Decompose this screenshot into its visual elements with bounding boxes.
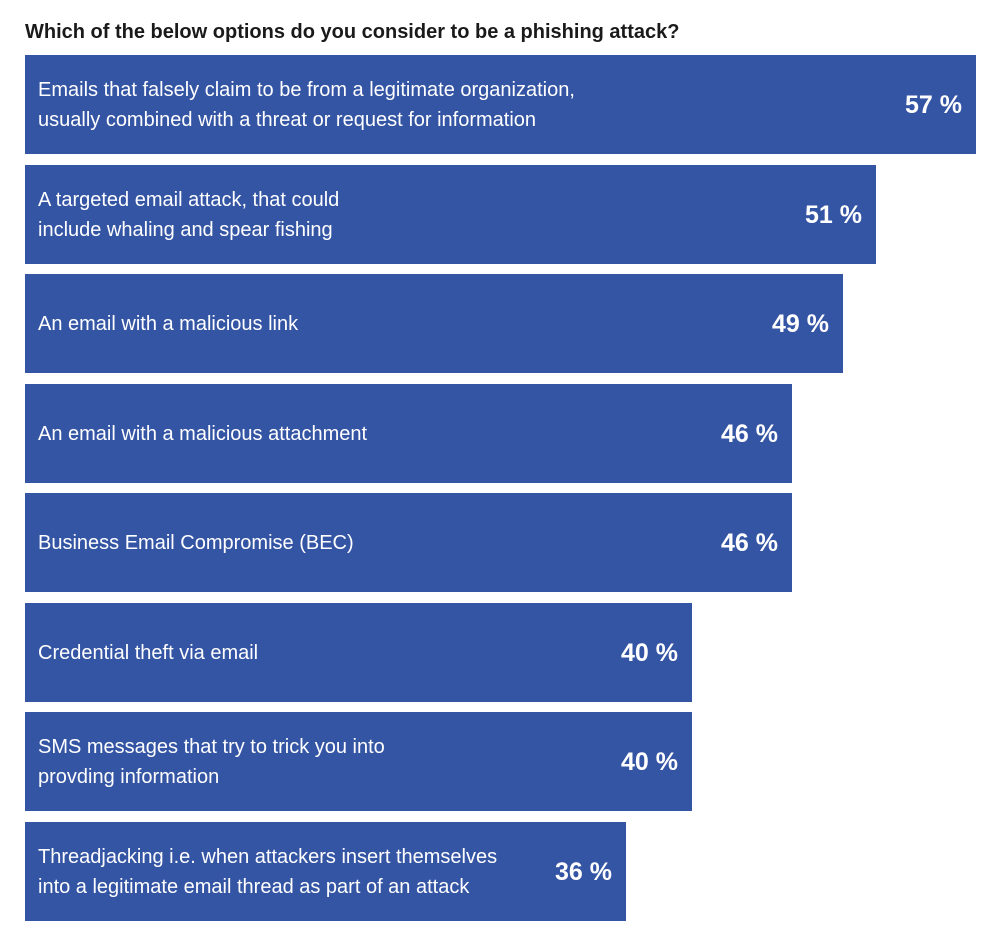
bar-1: Emails that falsely claim to be from a l…: [25, 55, 976, 154]
bar-label: SMS messages that try to trick you into …: [38, 735, 385, 788]
bar-3: An email with a malicious link 49 %: [25, 274, 843, 373]
chart-title: Which of the below options do you consid…: [25, 21, 680, 43]
bar-8: Threadjacking i.e. when attackers insert…: [25, 822, 626, 921]
bar-label: Threadjacking i.e. when attackers insert…: [38, 845, 498, 898]
bar-label: Business Email Compromise (BEC): [38, 531, 354, 554]
bar-value-label: 40 %: [621, 747, 678, 776]
bar-2: A targeted email attack, that could incl…: [25, 165, 876, 264]
bar-value-label: 51 %: [805, 200, 862, 229]
bar-5: Business Email Compromise (BEC) 46 %: [25, 493, 792, 592]
bar-label: An email with a malicious link: [38, 312, 299, 335]
bar-value-label: 46 %: [721, 528, 778, 557]
bar-value-label: 49 %: [772, 309, 829, 338]
bar-label: An email with a malicious attachment: [38, 422, 368, 445]
bar-label: Credential theft via email: [38, 641, 259, 664]
bar-value-label: 36 %: [555, 857, 612, 886]
bar-value-label: 57 %: [905, 90, 962, 119]
bar-label: Emails that falsely claim to be from a l…: [38, 78, 575, 131]
bar-4: An email with a malicious attachment 46 %: [25, 384, 792, 483]
bar-value-label: 40 %: [621, 638, 678, 667]
bar-label: A targeted email attack, that could incl…: [38, 188, 340, 241]
bar-value-label: 46 %: [721, 419, 778, 448]
bar-6: Credential theft via email 40 %: [25, 603, 692, 702]
bar-7: SMS messages that try to trick you into …: [25, 712, 692, 811]
